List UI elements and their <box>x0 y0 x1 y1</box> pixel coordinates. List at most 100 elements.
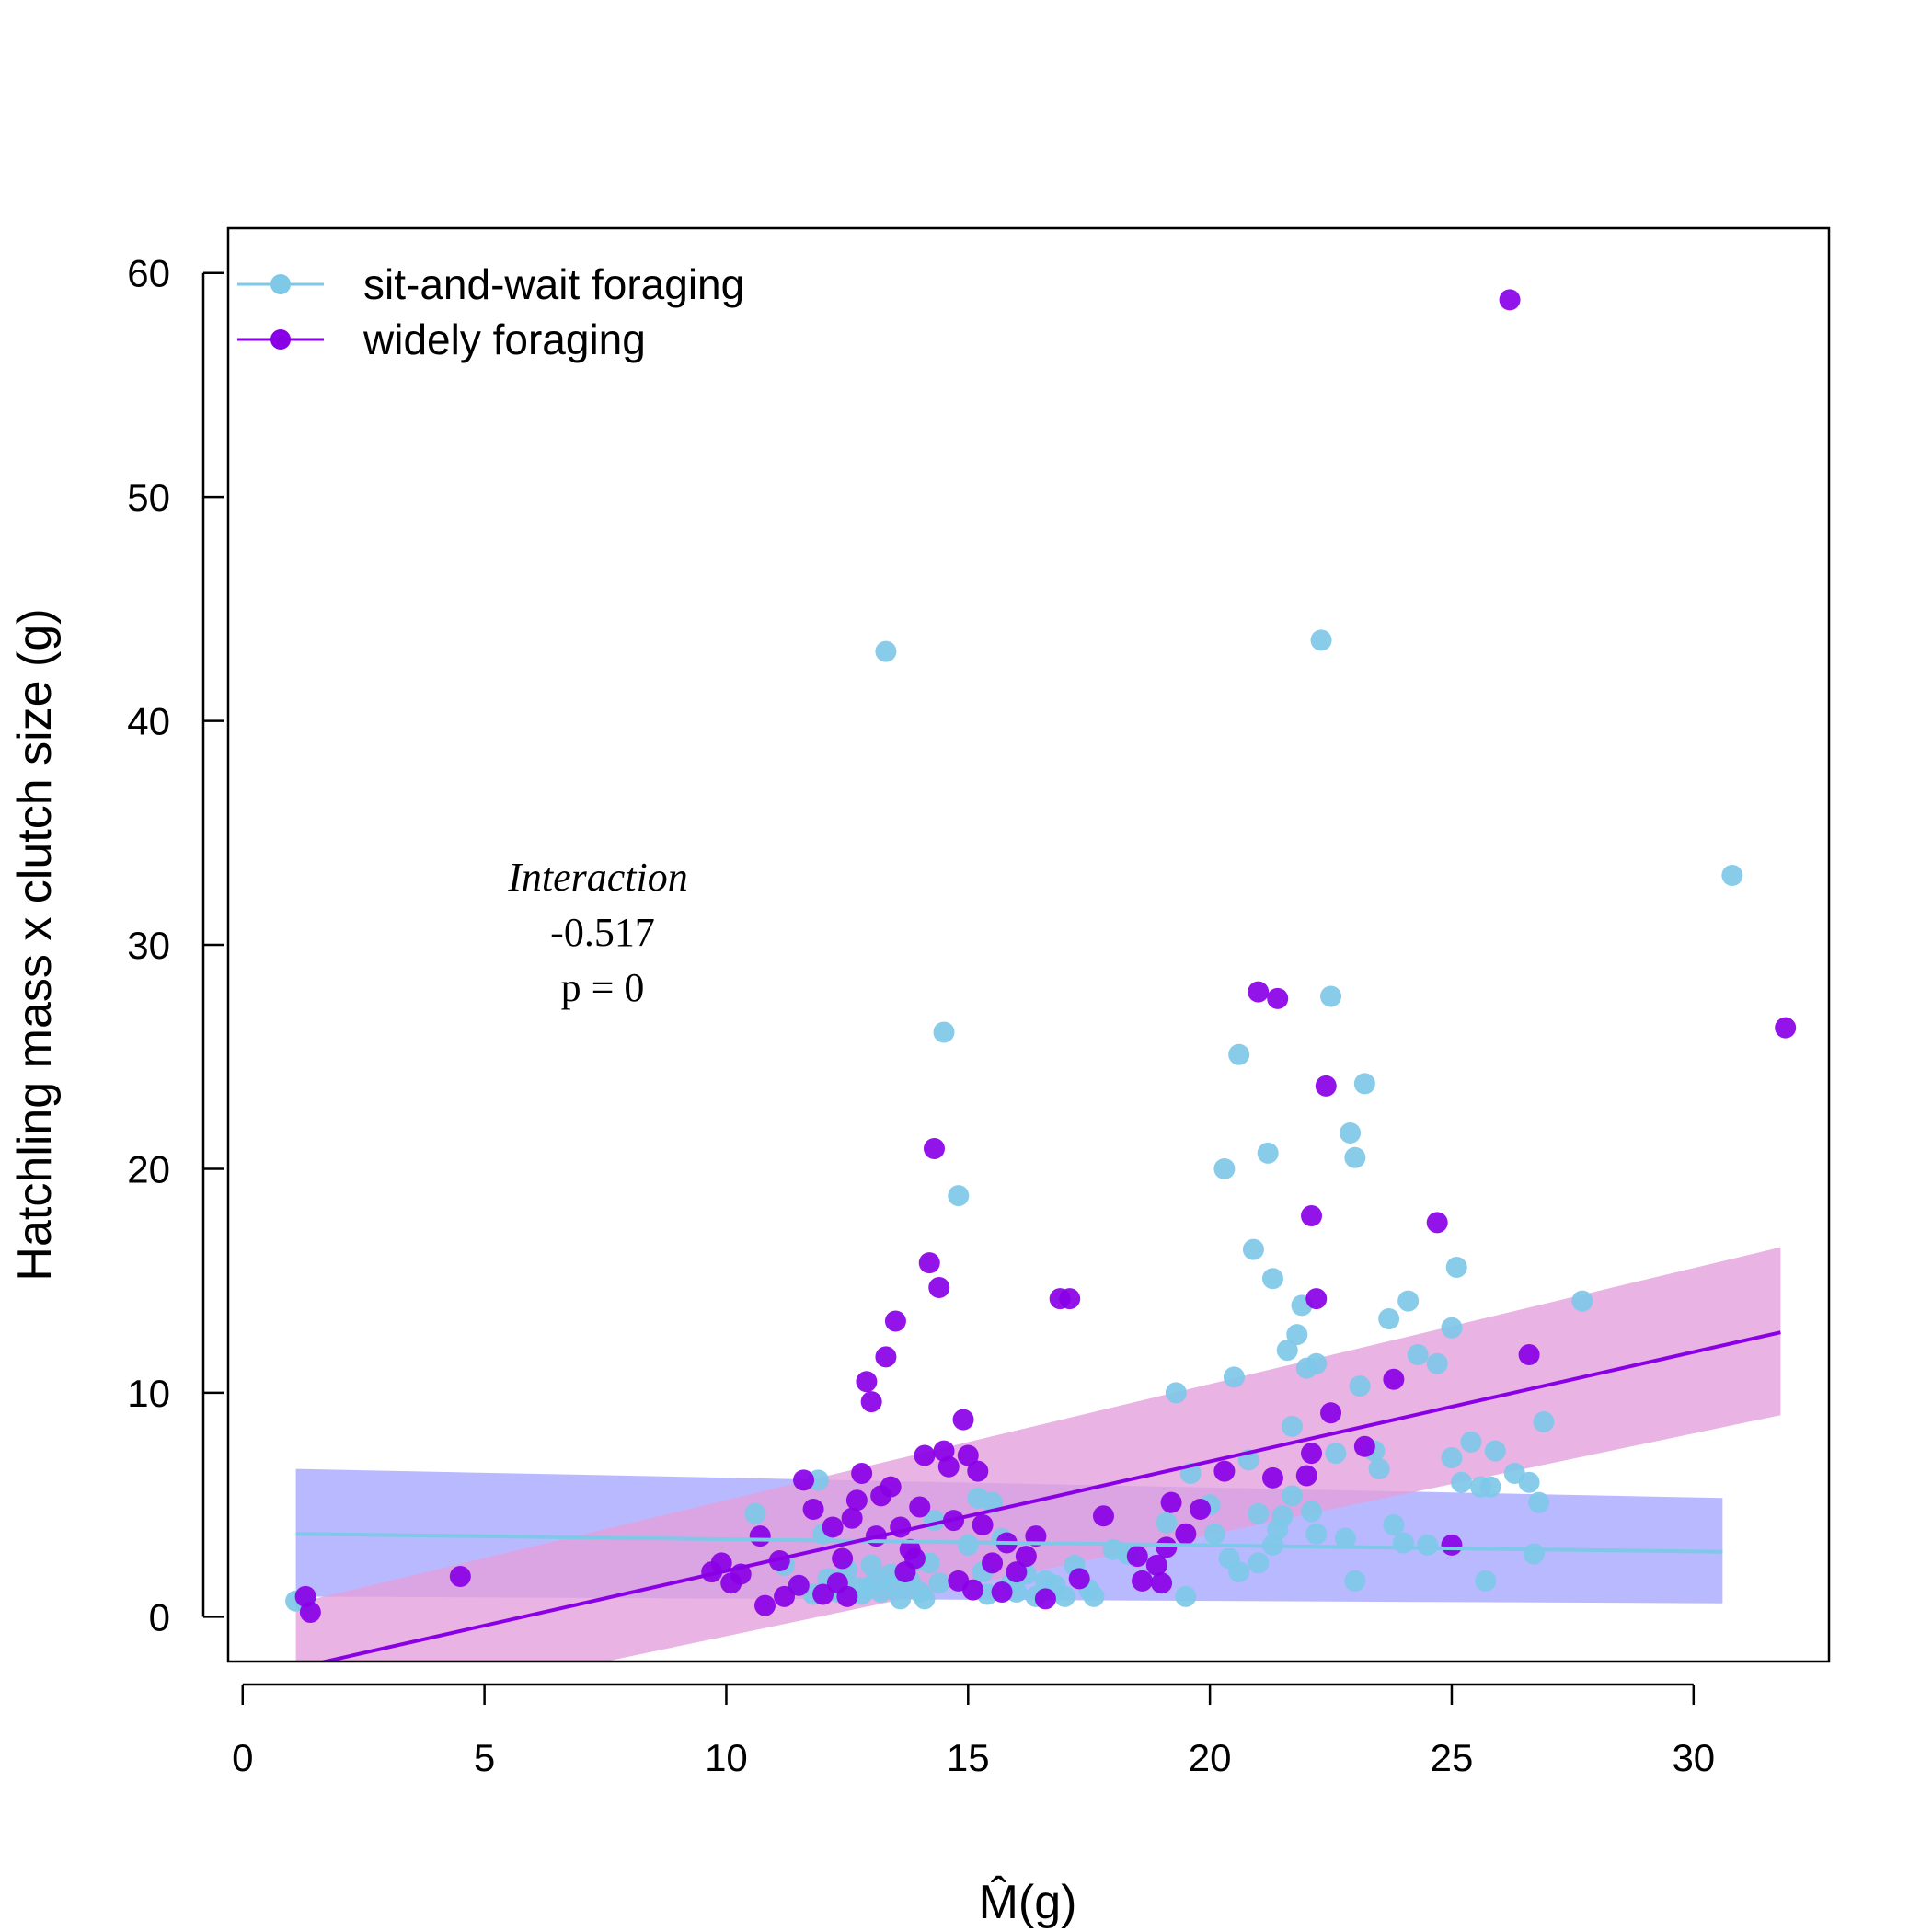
point-series0-109 <box>1281 1415 1303 1437</box>
point-series0-96 <box>1518 1471 1540 1493</box>
y-tick-label-5: 50 <box>127 476 170 519</box>
point-series0-69 <box>1305 1352 1328 1374</box>
point-series0-49 <box>1175 1585 1197 1607</box>
point-series1-50 <box>1132 1570 1154 1592</box>
point-series1-58 <box>1295 1465 1317 1487</box>
point-series1-32 <box>928 1276 950 1298</box>
fit-line-0 <box>295 1532 1723 1554</box>
point-series0-100 <box>1571 1290 1593 1312</box>
point-series0-101 <box>1721 865 1743 887</box>
point-series1-2 <box>449 1565 471 1587</box>
point-series0-62 <box>1271 1505 1294 1527</box>
point-series0-86 <box>1426 1352 1448 1374</box>
x-tick-label-3: 15 <box>947 1736 990 1779</box>
legend-marker-widely <box>270 329 291 350</box>
point-series0-53 <box>1213 1157 1236 1179</box>
fit-line-1 <box>316 1330 1781 1662</box>
point-series0-45 <box>1083 1585 1105 1607</box>
point-series0-71 <box>1320 985 1342 1007</box>
point-series1-63 <box>1353 1435 1375 1457</box>
point-series1-8 <box>768 1549 790 1571</box>
point-series0-80 <box>1378 1308 1400 1330</box>
x-tick-label-6: 30 <box>1672 1736 1715 1779</box>
point-series0-65 <box>1286 1324 1308 1346</box>
point-series1-56 <box>1261 1466 1283 1489</box>
point-series0-90 <box>1460 1431 1482 1453</box>
point-series0-76 <box>1349 1375 1371 1397</box>
point-series1-47 <box>1059 1288 1081 1310</box>
point-series1-69 <box>1775 1017 1797 1039</box>
point-series1-73 <box>1190 1498 1212 1520</box>
point-series1-60 <box>1305 1288 1328 1310</box>
point-series0-108 <box>1441 1317 1463 1339</box>
point-series1-16 <box>841 1507 863 1529</box>
y-axis-label: Hatchling mass x clutch size (g) <box>8 608 62 1281</box>
point-series1-17 <box>845 1489 868 1512</box>
point-series1-40 <box>972 1514 994 1536</box>
plot-frame <box>226 226 1831 1663</box>
point-series1-52 <box>1156 1536 1178 1558</box>
point-series0-110 <box>1156 1512 1178 1534</box>
y-tick-label-3: 30 <box>127 924 170 967</box>
point-series1-1 <box>299 1601 321 1623</box>
interaction-annotation: Interaction -0.517 p = 0 <box>507 855 688 1010</box>
y-axis: 0 10 20 30 40 50 60 <box>127 252 224 1639</box>
point-series1-68 <box>1518 1343 1540 1365</box>
point-series1-10 <box>788 1574 810 1596</box>
point-series1-37 <box>957 1444 979 1466</box>
point-series1-61 <box>1315 1075 1337 1097</box>
x-tick-label-2: 10 <box>705 1736 748 1779</box>
point-series0-103 <box>1248 1552 1270 1574</box>
point-series0-84 <box>1407 1343 1429 1365</box>
point-series1-11 <box>793 1469 815 1491</box>
point-series1-64 <box>1383 1368 1405 1390</box>
point-series0-42 <box>1053 1585 1075 1607</box>
point-series1-15 <box>832 1547 854 1570</box>
point-series1-29 <box>914 1444 936 1466</box>
y-tick-label-0: 0 <box>149 1595 170 1639</box>
y-tick-label-1: 10 <box>127 1372 170 1415</box>
point-series0-83 <box>1397 1290 1420 1312</box>
fit-lines <box>295 1330 1781 1662</box>
point-series1-55 <box>1248 981 1270 1003</box>
point-series0-70 <box>1310 629 1332 651</box>
legend: sit-and-wait foraging widely foraging <box>237 260 744 363</box>
point-series1-79 <box>836 1585 858 1607</box>
x-tick-label-0: 0 <box>232 1736 253 1779</box>
point-series1-77 <box>1151 1572 1173 1594</box>
point-series1-74 <box>1301 1443 1323 1465</box>
point-series1-24 <box>880 1476 902 1498</box>
point-series0-104 <box>1218 1547 1240 1570</box>
point-series0-20 <box>890 1588 912 1610</box>
point-series0-55 <box>1228 1043 1250 1065</box>
point-series0-24 <box>914 1588 936 1610</box>
x-tick-label-4: 20 <box>1189 1736 1232 1779</box>
annotation-title: Interaction <box>507 855 688 900</box>
point-series0-57 <box>1242 1238 1264 1260</box>
point-series1-20 <box>860 1391 882 1413</box>
point-series0-72 <box>1325 1443 1347 1465</box>
point-series1-62 <box>1320 1402 1342 1424</box>
point-series0-79 <box>1368 1458 1390 1480</box>
point-series0-81 <box>1383 1514 1405 1536</box>
point-series0-30 <box>957 1534 979 1556</box>
point-series0-94 <box>1484 1440 1506 1462</box>
point-series0-82 <box>1392 1532 1414 1554</box>
point-series1-72 <box>1126 1546 1148 1568</box>
point-series0-28 <box>933 1021 955 1043</box>
point-series1-57 <box>1267 987 1289 1009</box>
point-series1-13 <box>812 1583 834 1605</box>
point-series1-23 <box>875 1346 897 1368</box>
point-series1-59 <box>1301 1205 1323 1227</box>
point-series0-92 <box>1475 1570 1497 1592</box>
y-tick-label-6: 60 <box>127 252 170 295</box>
point-series1-81 <box>1213 1460 1236 1482</box>
legend-marker-sit-and-wait <box>270 274 291 294</box>
point-series0-37 <box>1006 1581 1028 1604</box>
point-series1-65 <box>1426 1212 1448 1234</box>
legend-label-sit-and-wait: sit-and-wait foraging <box>363 260 744 308</box>
point-series1-51 <box>1145 1554 1167 1576</box>
point-series0-60 <box>1261 1268 1283 1290</box>
point-series0-48 <box>1165 1382 1187 1404</box>
point-series1-4 <box>710 1552 732 1574</box>
